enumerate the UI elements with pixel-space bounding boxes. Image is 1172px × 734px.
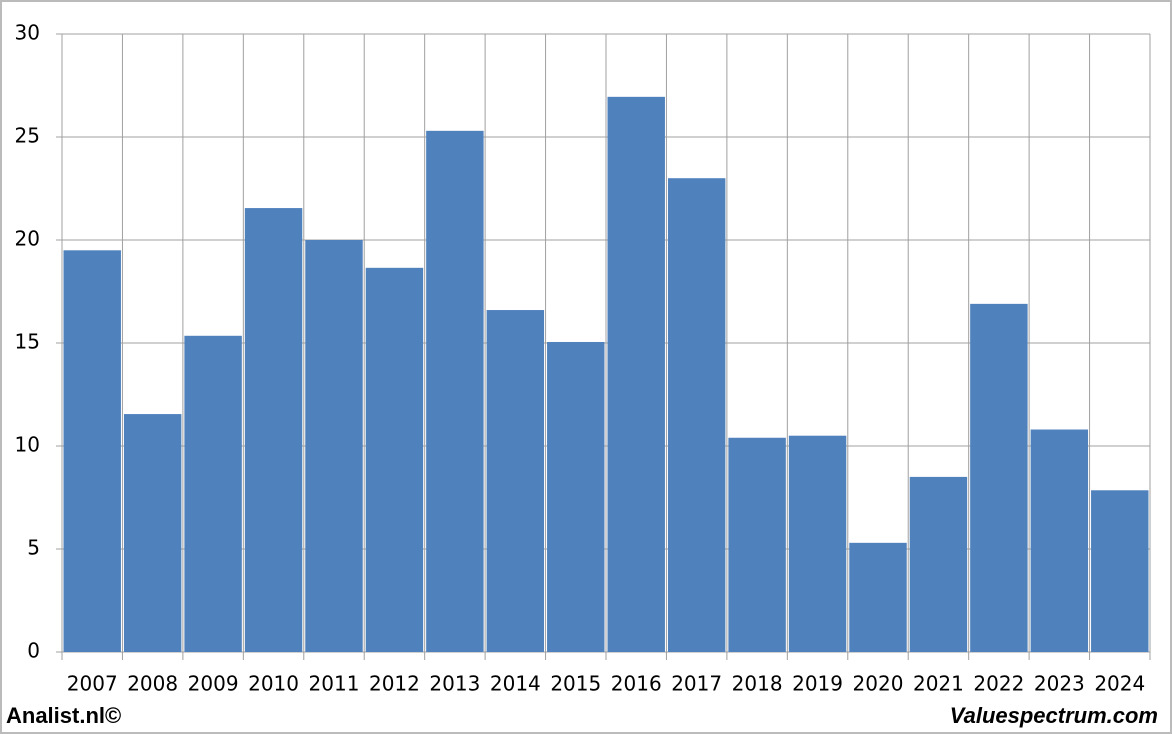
x-tick-label: 2020 xyxy=(853,672,904,696)
bar xyxy=(788,435,847,652)
y-tick-label: 0 xyxy=(27,639,40,663)
bar xyxy=(1091,490,1149,652)
x-tick-label: 2010 xyxy=(248,672,299,696)
x-tick-label: 2019 xyxy=(792,672,843,696)
y-tick-label: 5 xyxy=(27,536,40,560)
x-tick-label: 2023 xyxy=(1034,672,1085,696)
x-tick-label: 2022 xyxy=(973,672,1024,696)
bar xyxy=(728,437,786,652)
x-tick-label: 2011 xyxy=(309,672,360,696)
y-tick-label: 20 xyxy=(15,227,40,251)
x-tick-label: 2024 xyxy=(1094,672,1145,696)
x-tick-label: 2012 xyxy=(369,672,420,696)
bar xyxy=(365,267,424,652)
bar xyxy=(244,208,303,652)
x-tick-label: 2018 xyxy=(732,672,783,696)
bar xyxy=(667,178,726,652)
bar xyxy=(486,310,545,652)
bar xyxy=(1030,429,1089,652)
x-tick-label: 2008 xyxy=(127,672,178,696)
y-tick-label: 30 xyxy=(15,21,40,45)
y-tick-label: 15 xyxy=(15,330,40,354)
bar xyxy=(970,303,1028,652)
x-tick-label: 2016 xyxy=(611,672,662,696)
bar xyxy=(63,250,121,653)
bar xyxy=(909,476,968,652)
footer-right: Valuespectrum.com xyxy=(950,703,1158,728)
x-tick-label: 2021 xyxy=(913,672,964,696)
x-tick-label: 2009 xyxy=(188,672,239,696)
bar xyxy=(305,240,363,652)
x-tick-label: 2015 xyxy=(550,672,601,696)
bar xyxy=(184,335,242,652)
y-tick-label: 25 xyxy=(15,124,40,148)
x-tick-label: 2014 xyxy=(490,672,541,696)
bar xyxy=(849,542,907,652)
x-tick-label: 2013 xyxy=(429,672,480,696)
bar xyxy=(123,414,182,652)
x-tick-label: 2007 xyxy=(67,672,118,696)
footer-left: Analist.nl© xyxy=(6,703,121,728)
x-tick-label: 2017 xyxy=(671,672,722,696)
bar xyxy=(547,341,605,652)
bar xyxy=(607,96,665,652)
bar xyxy=(426,130,484,652)
y-tick-label: 10 xyxy=(15,433,40,457)
